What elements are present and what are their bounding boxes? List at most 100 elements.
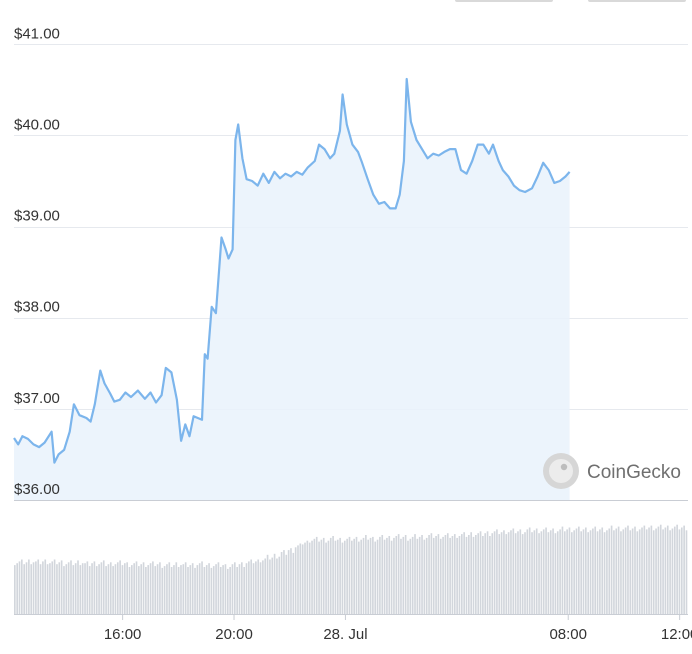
volume-bar (561, 526, 564, 614)
x-tick-label: 16:00 (104, 626, 142, 643)
volume-bar (301, 544, 304, 614)
volume-bar (648, 527, 650, 614)
volume-bar (266, 554, 269, 614)
volume-bar (657, 526, 660, 614)
volume-bar (49, 563, 51, 614)
volume-bar (613, 530, 615, 614)
volume-bar (39, 564, 42, 614)
volume-bar (482, 536, 484, 614)
x-tick-label: 08:00 (549, 626, 587, 643)
y-tick-label: $41.00 (14, 25, 60, 42)
volume-bar (540, 531, 543, 614)
volume-bar (248, 561, 250, 614)
volume-bar (533, 530, 536, 614)
volume-bar (468, 535, 470, 614)
volume-bar (437, 534, 440, 614)
volume-bar (339, 537, 341, 614)
volume-bar (142, 562, 145, 614)
volume-bar (156, 564, 159, 614)
volume-bar (208, 563, 210, 614)
volume-bar (343, 540, 346, 614)
volume-bar (360, 539, 362, 614)
volume-bar (507, 532, 510, 614)
gecko-logo-inner (549, 459, 573, 483)
volume-bar (573, 530, 575, 614)
range-tab-left[interactable] (455, 0, 553, 2)
volume-bar (683, 525, 685, 614)
volume-bar (264, 558, 267, 614)
volume-bar (205, 565, 208, 614)
volume-bar (484, 533, 487, 614)
volume-bar (315, 536, 318, 614)
volume-bar (35, 561, 37, 614)
volume-bar (594, 526, 597, 614)
volume-bar (414, 534, 416, 614)
volume-bar (353, 538, 355, 614)
volume-bar (638, 529, 641, 614)
volume-bar (411, 536, 414, 614)
volume-bar (615, 528, 618, 614)
volume-bar (662, 529, 664, 614)
volume-bar (517, 531, 519, 614)
volume-bar (21, 559, 23, 614)
volume-bar (128, 567, 131, 614)
volume-bar (659, 524, 662, 614)
volume-bar (327, 540, 330, 614)
volume-bar (93, 561, 96, 614)
volume-bar (187, 567, 189, 614)
volume-bar (599, 529, 601, 614)
volume-bar (135, 561, 138, 614)
volume-bar (23, 564, 25, 614)
volume-bar (393, 537, 395, 614)
volume-bar (627, 525, 629, 614)
volume-bar (596, 531, 599, 614)
y-tick-label: $38.00 (14, 299, 60, 316)
volume-bar (542, 529, 545, 614)
volume-bar (236, 567, 238, 614)
volume-bar (472, 536, 475, 614)
volume-bar (79, 565, 82, 614)
volume-bar (601, 527, 604, 614)
volume-bar (168, 562, 171, 614)
volume-bar (290, 548, 292, 614)
volume-bar (563, 531, 566, 614)
volume-bar (25, 562, 28, 614)
volume-bar (367, 539, 370, 614)
volume-bar (477, 533, 480, 614)
volume-bar (566, 529, 568, 614)
volume-bar (514, 533, 517, 614)
volume-bar (376, 539, 379, 614)
volume-bar (257, 559, 260, 614)
volume-bar (81, 563, 84, 614)
volume-bar (617, 526, 620, 614)
volume-bar (580, 531, 582, 614)
volume-bar (329, 537, 332, 614)
volume-bar (510, 530, 512, 614)
volume-bar (390, 540, 393, 614)
volume-bar (641, 527, 643, 614)
volume-bar (44, 559, 47, 614)
volume-bar (592, 528, 594, 614)
volume-bar (372, 536, 374, 614)
volume-bar (453, 534, 456, 614)
volume-bar (285, 554, 288, 614)
volume-bar (610, 525, 613, 614)
volume-bar (226, 568, 229, 614)
volume-bar (676, 524, 678, 614)
volume-bar (123, 563, 126, 614)
volume-bar (67, 562, 70, 614)
volume-bar (133, 563, 135, 614)
volume-bar (355, 536, 358, 614)
volume-bar (475, 535, 477, 614)
volume-bar (278, 556, 281, 614)
range-tab-right[interactable] (588, 0, 686, 2)
volume-bar (219, 567, 222, 614)
volume-bar (212, 566, 215, 614)
volume-bar (486, 531, 489, 614)
volume-bar (491, 533, 494, 614)
volume-bar (587, 532, 590, 614)
volume-bar (334, 540, 337, 614)
volume-bar (238, 564, 241, 614)
volume-bar (161, 567, 164, 614)
volume-bar (643, 525, 646, 614)
